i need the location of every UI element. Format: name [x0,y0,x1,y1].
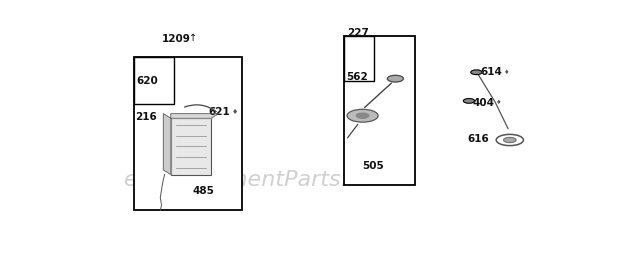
Bar [171,118,211,175]
Text: 404: 404 [472,98,494,108]
Text: 621: 621 [208,107,229,117]
Circle shape [347,109,378,122]
Text: ♦: ♦ [503,70,509,75]
Bar [344,36,415,185]
Circle shape [503,137,516,143]
Text: 616: 616 [467,134,490,144]
Circle shape [496,134,523,146]
Text: ♦: ♦ [495,100,501,105]
Text: eReplacementParts.com: eReplacementParts.com [125,170,397,190]
Circle shape [471,70,482,75]
Bar [134,57,242,210]
Bar [344,36,374,81]
Text: ♦: ♦ [231,109,237,115]
Text: 505: 505 [362,161,384,171]
Text: 216: 216 [136,112,157,122]
Text: 485: 485 [192,186,215,196]
Bar [134,57,174,104]
Circle shape [388,75,404,82]
Circle shape [356,113,369,118]
Text: 1209: 1209 [162,34,190,44]
Circle shape [463,99,474,103]
Text: 562: 562 [346,72,368,82]
Polygon shape [171,114,218,118]
Text: 620: 620 [137,76,159,86]
Text: ↑: ↑ [188,33,197,43]
Text: 227: 227 [347,28,369,38]
Text: 614: 614 [480,67,502,77]
Polygon shape [164,114,171,175]
